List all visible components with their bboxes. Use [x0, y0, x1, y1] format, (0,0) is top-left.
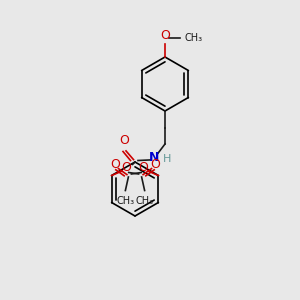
Text: O: O [160, 29, 170, 42]
Text: O: O [120, 134, 129, 147]
Text: CH₃: CH₃ [116, 196, 134, 206]
Text: O: O [122, 160, 132, 174]
Text: CH₃: CH₃ [184, 33, 202, 43]
Text: N: N [149, 151, 160, 164]
Text: O: O [150, 158, 160, 171]
Text: O: O [110, 158, 120, 171]
Text: CH₃: CH₃ [136, 196, 154, 206]
Text: H: H [163, 154, 171, 164]
Text: O: O [138, 160, 148, 174]
